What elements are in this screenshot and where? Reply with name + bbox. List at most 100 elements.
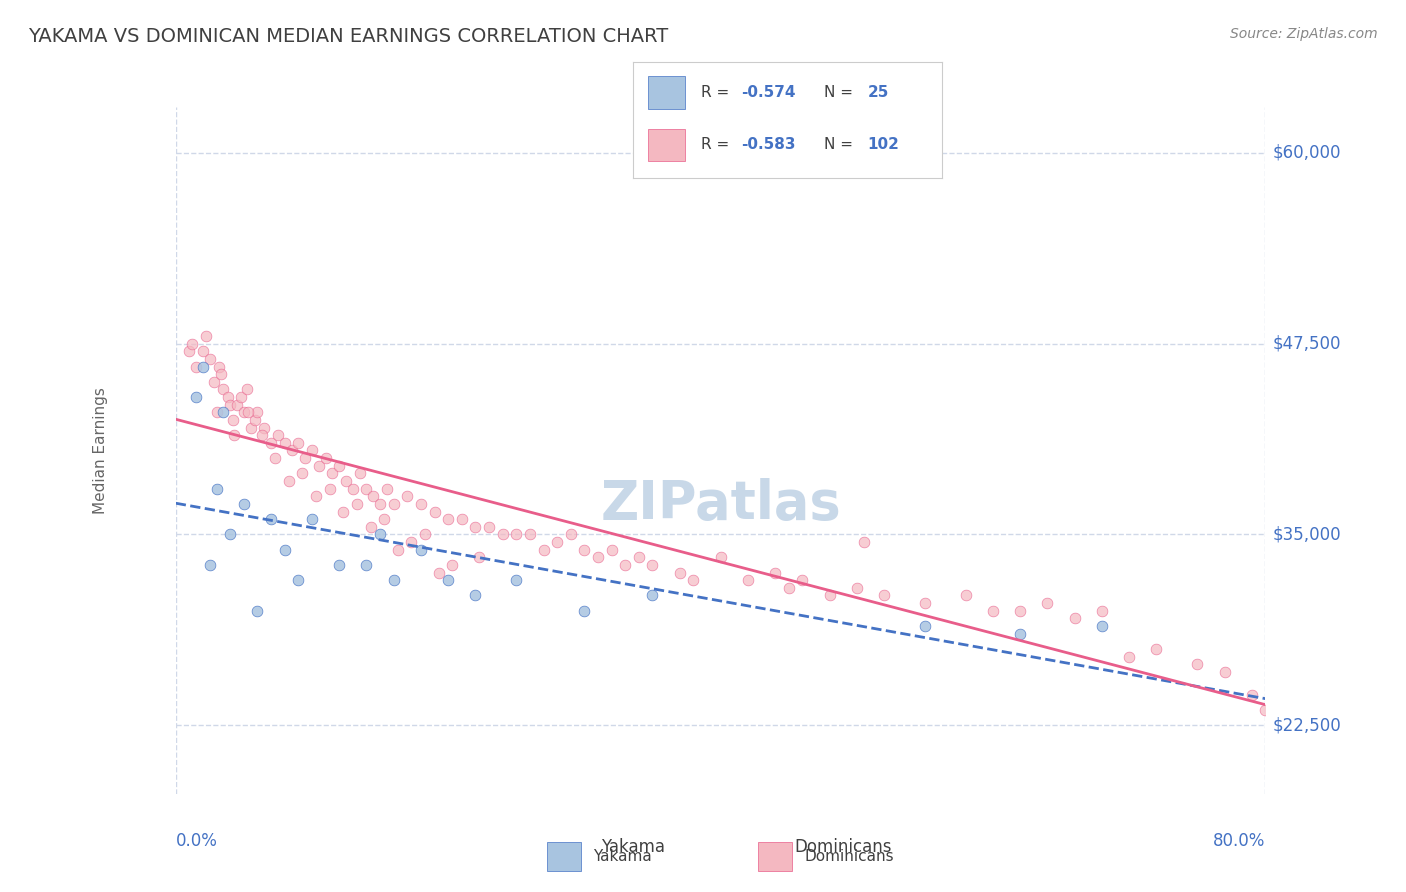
Point bbox=[641, 589, 664, 603]
Point bbox=[267, 428, 290, 442]
FancyBboxPatch shape bbox=[648, 128, 685, 161]
Point bbox=[778, 581, 800, 595]
Point bbox=[332, 504, 354, 518]
Point bbox=[287, 435, 309, 450]
Point bbox=[209, 367, 232, 381]
Point bbox=[208, 359, 231, 374]
Point bbox=[191, 344, 214, 359]
Point bbox=[505, 527, 527, 541]
Point bbox=[441, 558, 464, 572]
Point bbox=[533, 542, 555, 557]
FancyBboxPatch shape bbox=[758, 842, 792, 871]
Point bbox=[342, 482, 364, 496]
Point bbox=[301, 512, 323, 526]
Point bbox=[409, 542, 432, 557]
Point bbox=[232, 405, 254, 419]
Point bbox=[873, 589, 896, 603]
Point bbox=[217, 390, 239, 404]
Point bbox=[260, 435, 283, 450]
Point bbox=[308, 458, 330, 473]
Point bbox=[682, 573, 704, 587]
Point bbox=[301, 443, 323, 458]
Point bbox=[212, 383, 235, 397]
Text: Yakama: Yakama bbox=[593, 849, 652, 863]
Text: Dominicans: Dominicans bbox=[804, 849, 894, 863]
Text: $60,000: $60,000 bbox=[1272, 144, 1341, 161]
Point bbox=[232, 497, 254, 511]
Point bbox=[356, 482, 378, 496]
Point bbox=[614, 558, 637, 572]
Point bbox=[243, 413, 266, 427]
Point bbox=[274, 542, 297, 557]
Point bbox=[222, 413, 245, 427]
Point bbox=[346, 497, 368, 511]
Text: 80.0%: 80.0% bbox=[1213, 832, 1265, 850]
Point bbox=[235, 383, 257, 397]
Point bbox=[914, 619, 936, 633]
Point bbox=[361, 489, 384, 503]
Point bbox=[1091, 604, 1114, 618]
Text: 102: 102 bbox=[868, 137, 900, 153]
Point bbox=[464, 520, 486, 534]
Text: $22,500: $22,500 bbox=[1272, 716, 1341, 734]
Point bbox=[437, 573, 460, 587]
Point bbox=[600, 542, 623, 557]
Point bbox=[287, 573, 309, 587]
Point bbox=[226, 398, 249, 412]
Point bbox=[1254, 703, 1277, 717]
Point bbox=[246, 405, 269, 419]
Point bbox=[401, 535, 423, 549]
Point bbox=[1240, 688, 1263, 702]
Text: Dominicans: Dominicans bbox=[794, 838, 893, 856]
Point bbox=[478, 520, 501, 534]
Point bbox=[368, 527, 391, 541]
Point bbox=[396, 489, 419, 503]
Point bbox=[1146, 641, 1168, 656]
Point bbox=[198, 558, 221, 572]
Point bbox=[202, 375, 225, 389]
Text: YAKAMA VS DOMINICAN MEDIAN EARNINGS CORRELATION CHART: YAKAMA VS DOMINICAN MEDIAN EARNINGS CORR… bbox=[28, 27, 668, 45]
Text: R =: R = bbox=[700, 85, 734, 100]
Point bbox=[382, 497, 405, 511]
Point bbox=[1118, 649, 1140, 664]
Point bbox=[450, 512, 472, 526]
Text: Source: ZipAtlas.com: Source: ZipAtlas.com bbox=[1230, 27, 1378, 41]
Point bbox=[260, 512, 283, 526]
Point bbox=[280, 443, 302, 458]
FancyBboxPatch shape bbox=[648, 77, 685, 109]
Point bbox=[1213, 665, 1236, 679]
Point bbox=[1187, 657, 1209, 672]
FancyBboxPatch shape bbox=[547, 842, 581, 871]
Text: ZIPatlas: ZIPatlas bbox=[600, 478, 841, 530]
Point bbox=[246, 604, 269, 618]
Point bbox=[845, 581, 868, 595]
Point bbox=[437, 512, 460, 526]
Text: Yakama: Yakama bbox=[600, 838, 665, 856]
Point bbox=[328, 558, 350, 572]
Point bbox=[1010, 604, 1032, 618]
Point bbox=[387, 542, 409, 557]
Point bbox=[253, 420, 276, 434]
Point bbox=[955, 589, 977, 603]
Point bbox=[274, 435, 297, 450]
Point bbox=[574, 542, 596, 557]
Text: R =: R = bbox=[700, 137, 734, 153]
Point bbox=[198, 351, 221, 366]
Point bbox=[375, 482, 398, 496]
Point bbox=[335, 474, 357, 488]
Point bbox=[519, 527, 541, 541]
Text: 0.0%: 0.0% bbox=[176, 832, 218, 850]
Text: N =: N = bbox=[824, 85, 858, 100]
Point bbox=[464, 589, 486, 603]
Point bbox=[181, 336, 204, 351]
Point bbox=[205, 482, 228, 496]
Point bbox=[328, 458, 350, 473]
Point bbox=[191, 359, 214, 374]
Point bbox=[413, 527, 436, 541]
Text: -0.583: -0.583 bbox=[741, 137, 796, 153]
Text: -0.574: -0.574 bbox=[741, 85, 796, 100]
Point bbox=[360, 520, 382, 534]
Point bbox=[277, 474, 299, 488]
Text: $35,000: $35,000 bbox=[1272, 525, 1341, 543]
Text: N =: N = bbox=[824, 137, 858, 153]
